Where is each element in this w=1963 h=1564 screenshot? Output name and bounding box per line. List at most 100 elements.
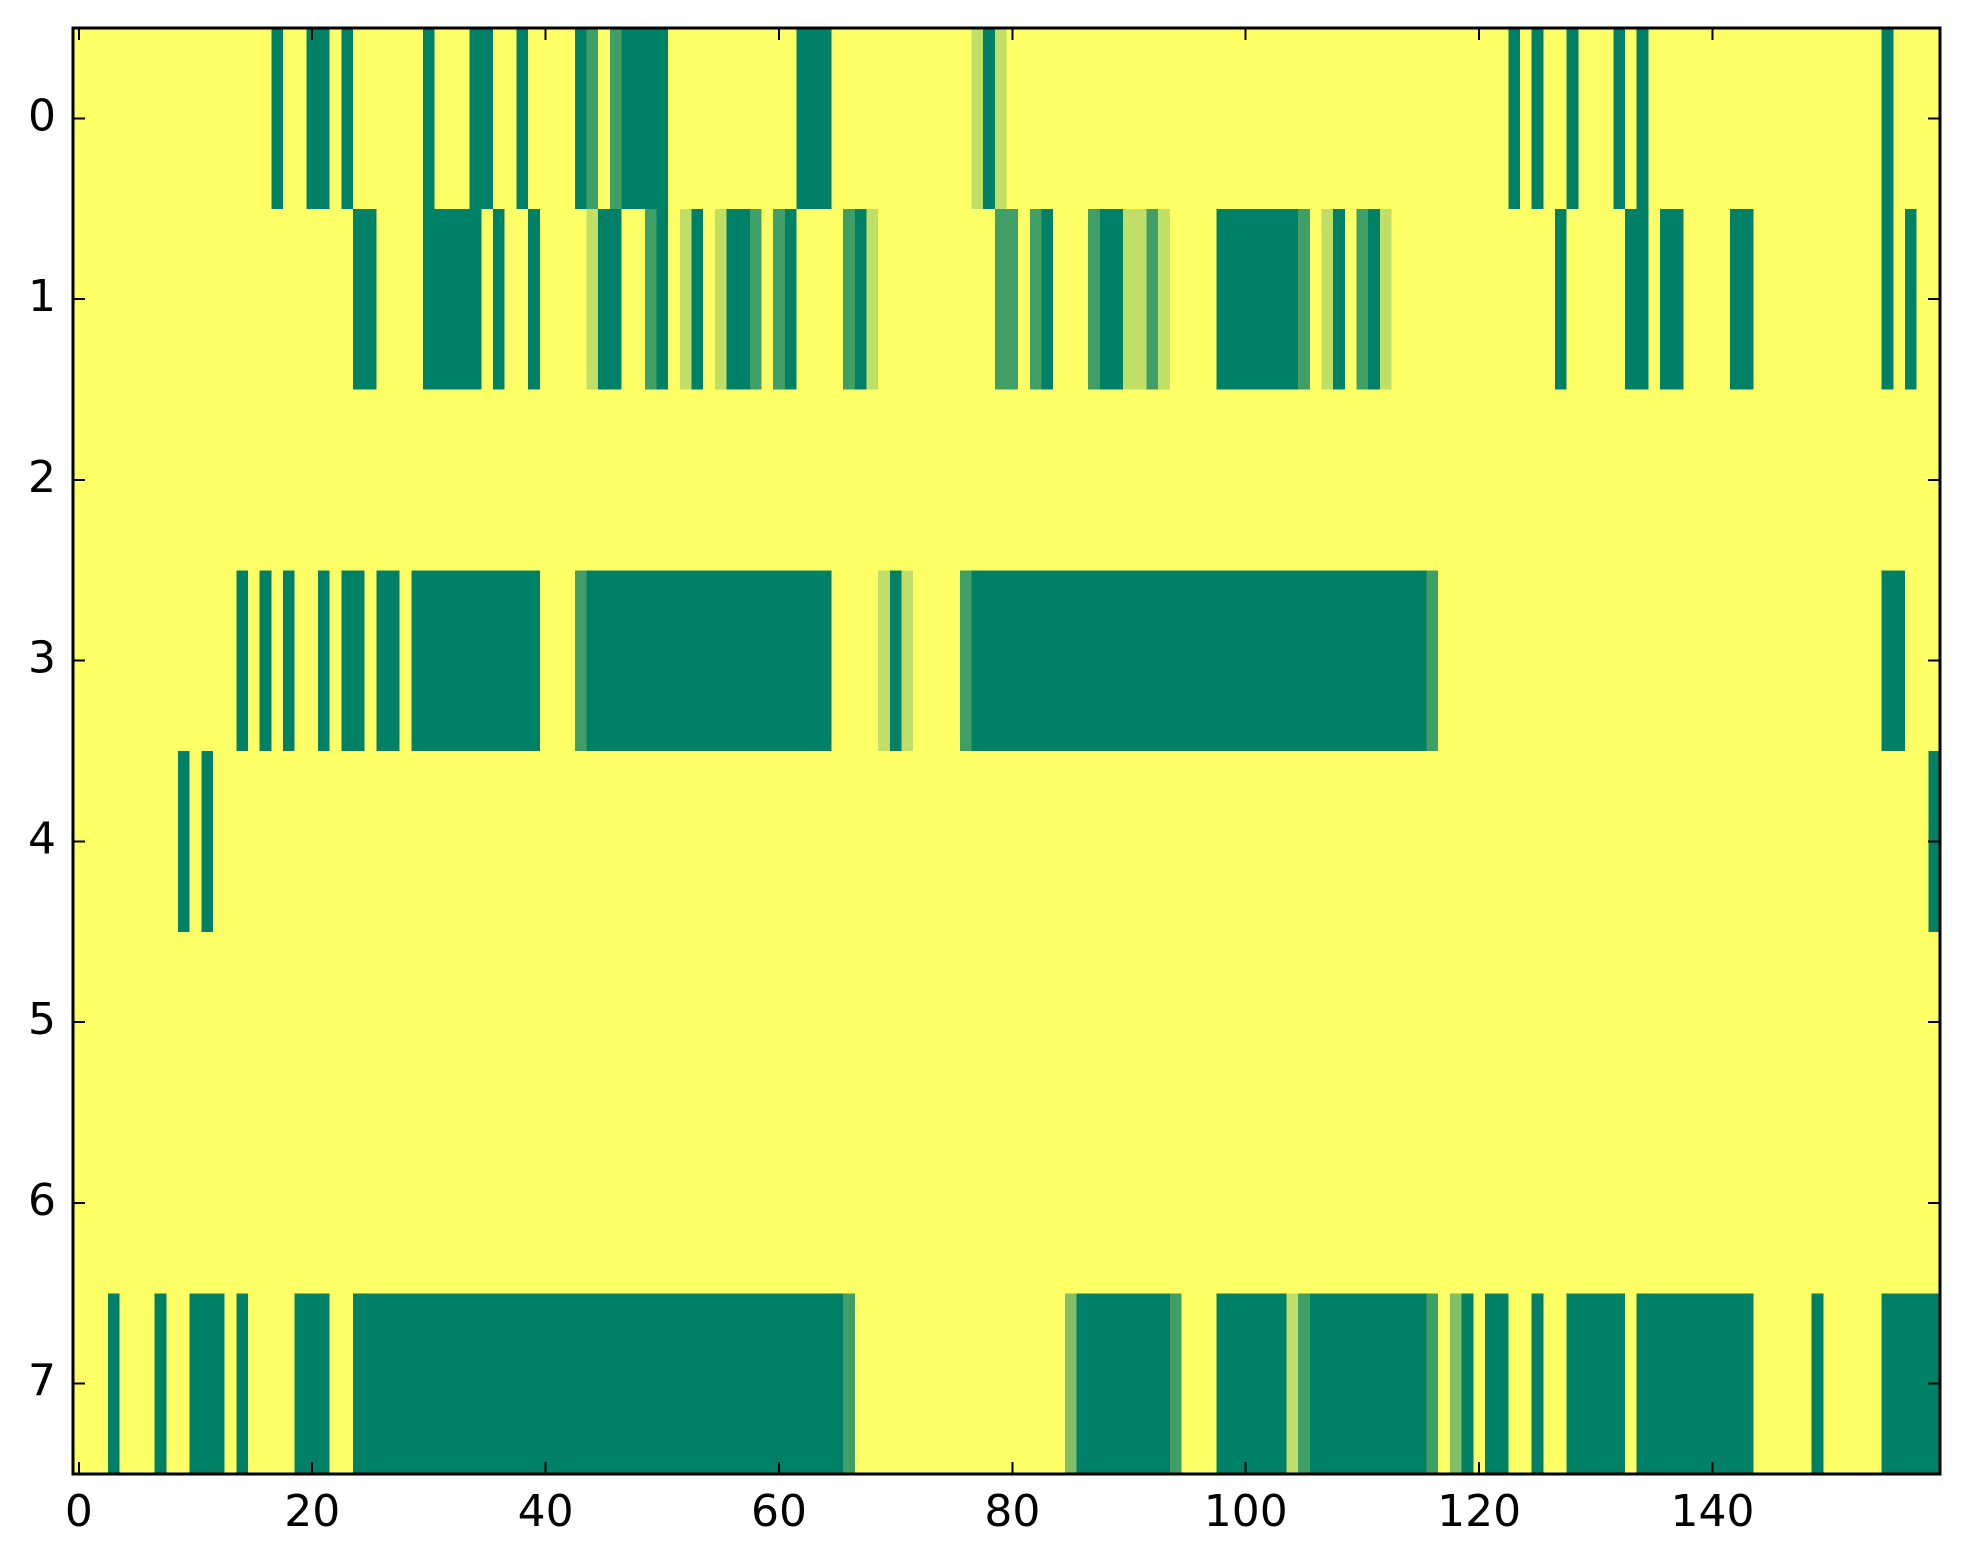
heatmap-cell — [1566, 931, 1579, 1114]
heatmap-cell — [248, 931, 261, 1114]
heatmap-cell — [213, 28, 226, 210]
heatmap-cell — [936, 389, 949, 571]
heatmap-cell — [1193, 208, 1206, 391]
heatmap-cell — [1239, 751, 1253, 933]
heatmap-cell — [1123, 1112, 1136, 1294]
heatmap-cell — [1613, 208, 1626, 391]
heatmap-cell — [959, 751, 973, 933]
heatmap-cell — [236, 1112, 249, 1294]
heatmap-cell — [901, 389, 914, 571]
heatmap-cell — [1589, 751, 1603, 933]
heatmap-cell — [236, 389, 249, 571]
heatmap-cell — [1239, 1293, 1253, 1475]
heatmap-cell — [1566, 1112, 1579, 1294]
heatmap-cell — [1064, 389, 1078, 571]
heatmap-cell — [703, 931, 716, 1114]
heatmap-cell — [399, 1293, 412, 1475]
heatmap-cell — [1018, 1293, 1031, 1475]
heatmap-cell — [1846, 1112, 1859, 1294]
heatmap-cell — [1181, 1293, 1194, 1475]
heatmap-cell — [516, 389, 529, 571]
heatmap-cell — [504, 570, 518, 752]
heatmap-cell — [936, 28, 949, 210]
heatmap-cell — [434, 208, 447, 391]
heatmap-cell — [936, 751, 949, 933]
heatmap-cell — [609, 1293, 623, 1475]
heatmap-cell — [1321, 1112, 1334, 1294]
heatmap-cell — [1449, 389, 1463, 571]
heatmap-cell — [1333, 751, 1346, 933]
heatmap-cell — [1403, 28, 1416, 210]
heatmap-cell — [691, 931, 704, 1114]
heatmap-cell — [621, 570, 634, 752]
heatmap-cell — [1356, 570, 1369, 752]
heatmap-cell — [1344, 1112, 1358, 1294]
heatmap-cell — [749, 751, 763, 933]
heatmap-cell — [1076, 570, 1089, 752]
heatmap-cell — [1461, 931, 1474, 1114]
heatmap-cell — [1099, 208, 1113, 391]
heatmap-cell — [1636, 208, 1649, 391]
heatmap-cell — [1006, 1293, 1019, 1475]
heatmap-cell — [1578, 389, 1591, 571]
heatmap-cell — [1053, 1112, 1066, 1294]
heatmap-cell — [563, 389, 576, 571]
heatmap-cell — [866, 389, 879, 571]
heatmap-cell — [154, 28, 167, 210]
heatmap-cell — [1741, 389, 1754, 571]
heatmap-cell — [1321, 208, 1334, 391]
heatmap-cell — [1006, 931, 1019, 1114]
heatmap-cell — [1706, 570, 1719, 752]
heatmap-cell — [1846, 570, 1859, 752]
heatmap-cell — [1589, 1112, 1603, 1294]
heatmap-cell — [1064, 1293, 1078, 1475]
heatmap-cell — [1694, 28, 1708, 210]
heatmap-cell — [656, 931, 669, 1114]
heatmap-cell — [1099, 570, 1113, 752]
heatmap-cell — [1134, 389, 1148, 571]
heatmap-cell — [1811, 28, 1824, 210]
heatmap-cell — [1368, 931, 1381, 1114]
heatmap-cell — [633, 1293, 646, 1475]
heatmap-cell — [749, 1293, 763, 1475]
heatmap-cell — [971, 751, 984, 933]
heatmap-cell — [1659, 1112, 1673, 1294]
heatmap-cell — [1624, 931, 1638, 1114]
heatmap-cell — [213, 389, 226, 571]
heatmap-cell — [1158, 28, 1171, 210]
heatmap-cell — [889, 389, 903, 571]
heatmap-cell — [1181, 1112, 1194, 1294]
heatmap-cell — [1309, 751, 1323, 933]
heatmap-cell — [1858, 1293, 1871, 1475]
heatmap-cell — [1531, 28, 1544, 210]
heatmap-cell — [516, 28, 529, 210]
heatmap-cell — [353, 208, 366, 391]
heatmap-cell — [1169, 751, 1183, 933]
heatmap-cell — [948, 570, 961, 752]
heatmap-cell — [306, 28, 319, 210]
heatmap-cell — [1053, 1293, 1066, 1475]
heatmap-cell — [959, 28, 973, 210]
heatmap-cell — [1146, 28, 1159, 210]
heatmap-cell — [843, 1112, 856, 1294]
heatmap-cell — [1251, 570, 1264, 752]
heatmap-cell — [108, 389, 121, 571]
heatmap-cell — [936, 1112, 949, 1294]
heatmap-cell — [738, 28, 751, 210]
heatmap-cell — [1589, 931, 1603, 1114]
heatmap-cell — [948, 208, 961, 391]
heatmap-cell — [1811, 751, 1824, 933]
heatmap-cell — [84, 389, 97, 571]
heatmap-cell — [516, 931, 529, 1114]
heatmap-cell — [1111, 208, 1124, 391]
heatmap-cell — [714, 931, 728, 1114]
heatmap-cell — [1403, 570, 1416, 752]
heatmap-cell — [1578, 208, 1591, 391]
heatmap-cell — [1263, 1112, 1276, 1294]
heatmap-cell — [1403, 931, 1416, 1114]
heatmap-cell — [831, 751, 844, 933]
heatmap-cell — [271, 28, 284, 210]
heatmap-cell — [224, 28, 237, 210]
heatmap-cell — [1309, 1293, 1323, 1475]
heatmap-cell — [1881, 1112, 1894, 1294]
